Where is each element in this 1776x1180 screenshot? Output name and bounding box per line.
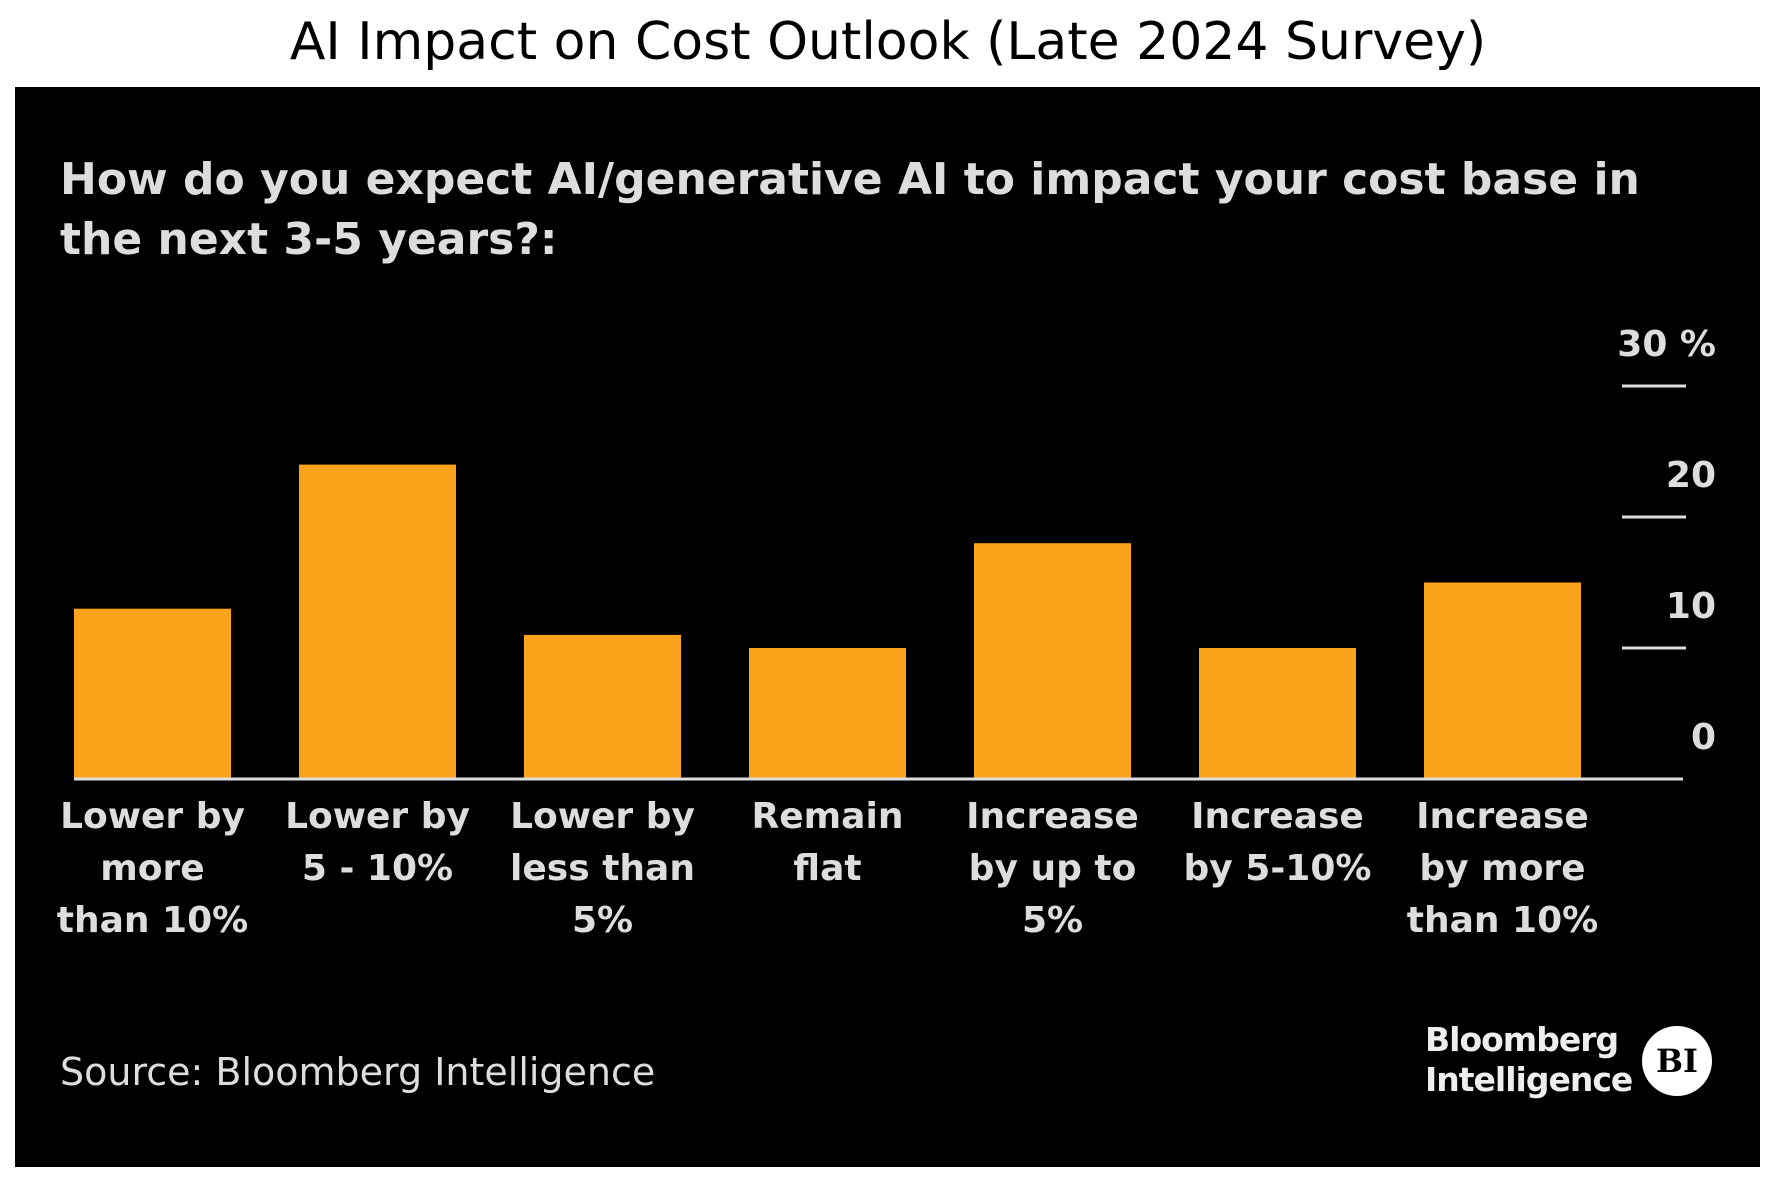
chart-title: AI Impact on Cost Outlook (Late 2024 Sur… (289, 12, 1487, 72)
x-tick-label: Lower by 5 - 10% (285, 796, 470, 889)
y-tick-label: 20 (1665, 455, 1716, 496)
chart-subtitle: How do you expect AI/generative AI to im… (60, 154, 1640, 265)
logo-mark: BI (1642, 1026, 1712, 1096)
source: Source: Bloomberg Intelligence (60, 1050, 656, 1094)
bar (1199, 648, 1356, 779)
x-tick-label: Lower by less than 5% (510, 796, 695, 941)
y-tick-label: 0 (1690, 717, 1716, 758)
x-tick-label: Lower by more than 10% (56, 796, 249, 941)
bar (524, 634, 681, 779)
bar (1424, 582, 1581, 779)
bar (749, 648, 906, 779)
logo-text: Bloomberg Intelligence (1425, 1020, 1633, 1099)
bar (74, 608, 231, 779)
y-tick-label: 10 (1665, 586, 1716, 627)
x-tick-label: Remain flat (751, 796, 904, 889)
bar (299, 464, 456, 779)
x-tick-label: Increase by 5-10% (1183, 796, 1372, 889)
x-tick-label: Increase by up to 5% (966, 796, 1139, 941)
x-tick-label: Increase by more than 10% (1406, 796, 1599, 941)
bar (974, 543, 1131, 779)
y-tick-label: 30 % (1617, 324, 1716, 365)
